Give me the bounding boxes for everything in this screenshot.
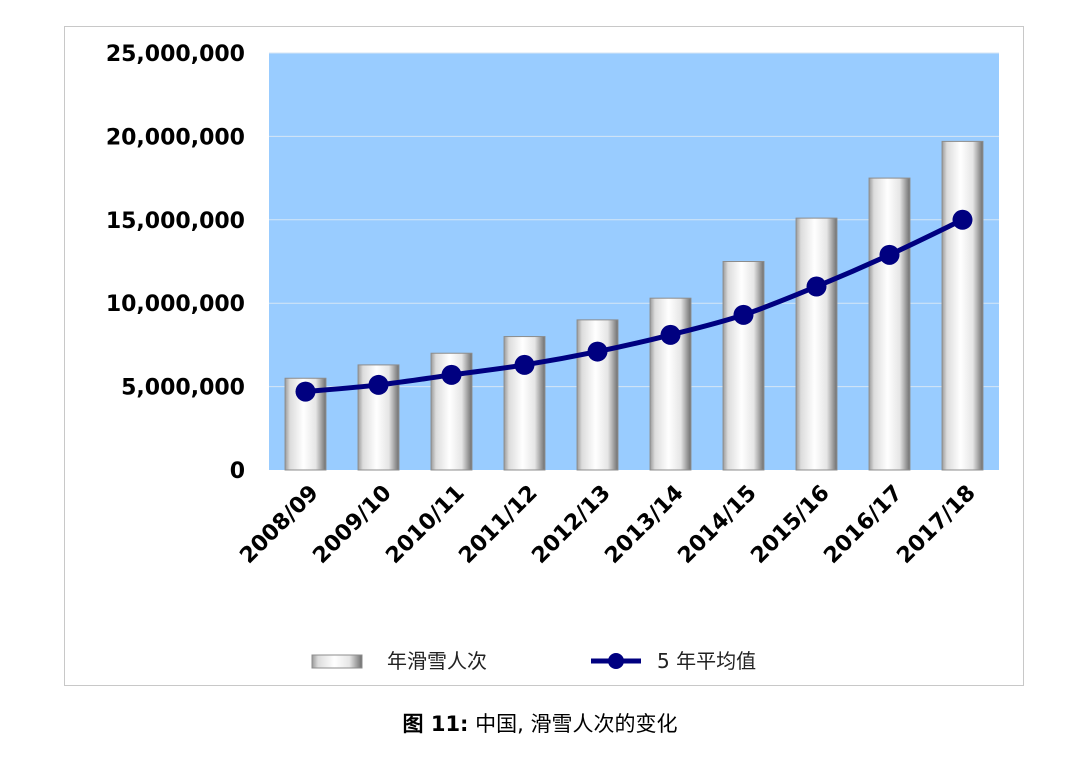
bar	[503, 336, 546, 471]
x-tick-label: 2010/11	[381, 481, 469, 569]
average-point	[295, 381, 316, 402]
legend: 年滑雪人次 5 年平均值	[311, 649, 756, 673]
average-point	[441, 364, 462, 385]
legend-label-bar: 年滑雪人次	[387, 649, 487, 673]
chart-frame: 0 5,000,000 10,000,000 15,000,000 20,000,000…	[64, 26, 1024, 686]
legend-marker	[608, 653, 624, 669]
bar	[795, 217, 838, 471]
average-point	[733, 304, 754, 325]
y-tick-label: 10,000,000	[106, 292, 245, 317]
ski-visits-chart: 0 5,000,000 10,000,000 15,000,000 20,000,000…	[106, 42, 999, 673]
x-tick-label: 2008/09	[235, 481, 323, 569]
x-tick-label: 2015/16	[746, 481, 834, 569]
figure-caption: 图 11: 中国, 滑雪人次的变化	[0, 708, 1080, 738]
y-tick-label: 15,000,000	[106, 209, 245, 234]
y-tick-label: 5,000,000	[121, 376, 245, 401]
average-line	[305, 217, 964, 395]
caption-text: 中国, 滑雪人次的变化	[468, 712, 678, 736]
legend-label-line: 5 年平均值	[657, 649, 756, 673]
average-point	[952, 209, 973, 230]
legend-swatch-bar	[311, 654, 363, 669]
x-tick-label: 2013/14	[600, 481, 688, 569]
bar	[941, 140, 984, 471]
bar	[868, 177, 911, 471]
x-tick-label: 2017/18	[892, 481, 980, 569]
y-tick-label: 25,000,000	[106, 42, 245, 67]
average-point	[514, 354, 535, 375]
bar	[722, 261, 765, 471]
average-point	[368, 374, 389, 395]
x-tick-label: 2014/15	[673, 481, 761, 569]
x-tick-label: 2012/13	[527, 481, 615, 569]
average-point	[660, 324, 681, 345]
y-tick-label: 20,000,000	[106, 125, 245, 150]
x-tick-label: 2016/17	[819, 481, 907, 569]
x-tick-label: 2009/10	[308, 481, 396, 569]
average-point	[879, 244, 900, 265]
average-point	[806, 276, 827, 297]
bar	[649, 297, 692, 471]
y-tick-label: 0	[230, 459, 245, 484]
x-tick-label: 2011/12	[454, 481, 542, 569]
average-point	[587, 341, 608, 362]
caption-label: 图 11:	[402, 712, 469, 736]
